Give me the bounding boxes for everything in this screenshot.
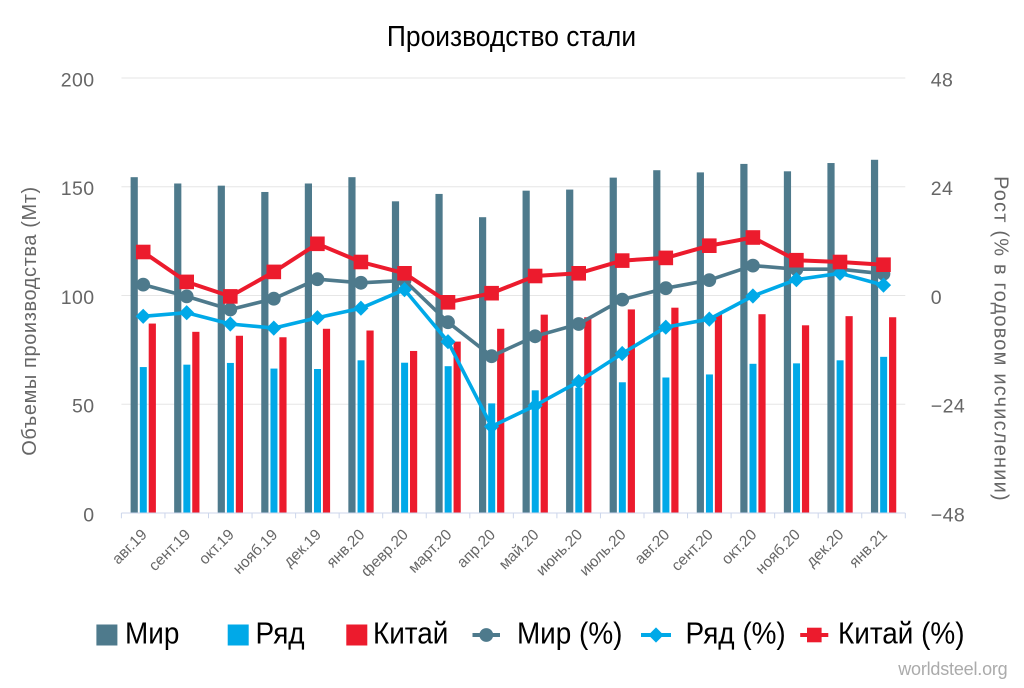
svg-text:Мир (%): Мир (%): [517, 616, 622, 651]
svg-text:−24: −24: [931, 396, 965, 418]
svg-text:Ряд: Ряд: [256, 616, 305, 651]
svg-text:Китай: Китай: [373, 616, 448, 651]
svg-text:50: 50: [72, 396, 95, 418]
svg-text:Рост (% в годовом исчислении): Рост (% в годовом исчислении): [990, 176, 1012, 502]
svg-text:−48: −48: [931, 504, 965, 526]
svg-text:Производство стали: Производство стали: [387, 20, 636, 52]
svg-text:Ряд (%): Ряд (%): [686, 616, 786, 651]
svg-text:200: 200: [61, 69, 95, 91]
svg-text:Китай (%): Китай (%): [838, 616, 965, 651]
svg-text:Объемы производства (Мт): Объемы производства (Мт): [19, 186, 41, 456]
svg-text:48: 48: [931, 69, 954, 91]
svg-text:150: 150: [61, 178, 95, 200]
svg-text:100: 100: [61, 287, 95, 309]
svg-text:Мир: Мир: [125, 616, 179, 651]
svg-text:worldsteel.org: worldsteel.org: [897, 659, 1007, 679]
svg-text:24: 24: [931, 178, 954, 200]
svg-text:0: 0: [83, 504, 94, 526]
svg-text:0: 0: [931, 287, 942, 309]
